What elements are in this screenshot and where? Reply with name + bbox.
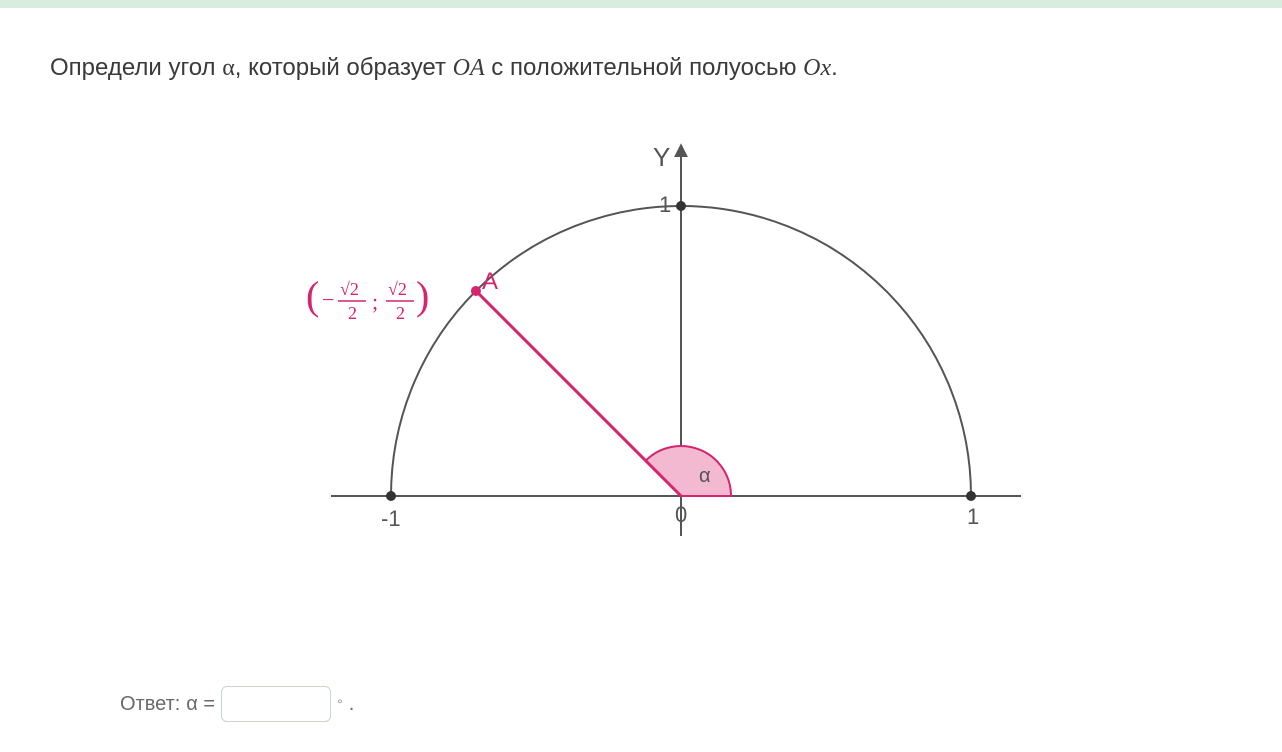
label-origin: 0 [675, 502, 687, 527]
degree-symbol: ° [337, 696, 343, 712]
unit-circle-chart: α01-11XYA(−√22;√22) [261, 116, 1021, 586]
answer-row: Ответ: α = °. [120, 686, 354, 722]
svg-text:(: ( [306, 273, 319, 318]
svg-text:−: − [322, 287, 334, 312]
top-accent-bar [0, 0, 1282, 8]
answer-label: Ответ: [120, 693, 180, 716]
point-a-coordinates: (−√22;√22) [306, 273, 429, 323]
question-alpha: α [222, 55, 235, 81]
question-oa: OA [453, 55, 485, 81]
question-suf1: с положительной полуосью [485, 54, 803, 81]
radius-oa [476, 291, 681, 496]
answer-input[interactable] [221, 686, 331, 722]
question-mid: , который образует [235, 54, 453, 81]
answer-period: . [349, 693, 355, 716]
svg-text:√2: √2 [340, 279, 359, 299]
label-neg-one-x: -1 [381, 506, 401, 531]
label-one-y: 1 [659, 192, 671, 217]
question-suf2: . [831, 54, 838, 81]
exercise-page: Определи угол α, который образует OA с п… [0, 0, 1282, 752]
dot-neg1 [386, 491, 396, 501]
question-ox: Ox [803, 55, 831, 81]
question-text: Определи угол α, который образует OA с п… [50, 50, 1232, 86]
question-prefix: Определи угол [50, 54, 222, 81]
angle-arc [646, 446, 731, 496]
answer-alpha-eq: α = [186, 693, 215, 716]
svg-text:): ) [416, 273, 429, 318]
svg-text:√2: √2 [388, 279, 407, 299]
angle-label: α [699, 465, 711, 487]
svg-text:2: 2 [348, 303, 357, 323]
svg-text:2: 2 [396, 303, 405, 323]
label-one-x: 1 [967, 504, 979, 529]
dot-pos1 [966, 491, 976, 501]
dot-top1 [676, 201, 686, 211]
chart-container: α01-11XYA(−√22;√22) [50, 116, 1232, 586]
label-y-axis: Y [653, 142, 670, 172]
svg-text:;: ; [372, 289, 378, 314]
label-point-a: A [482, 268, 498, 295]
dot-a [471, 286, 481, 296]
